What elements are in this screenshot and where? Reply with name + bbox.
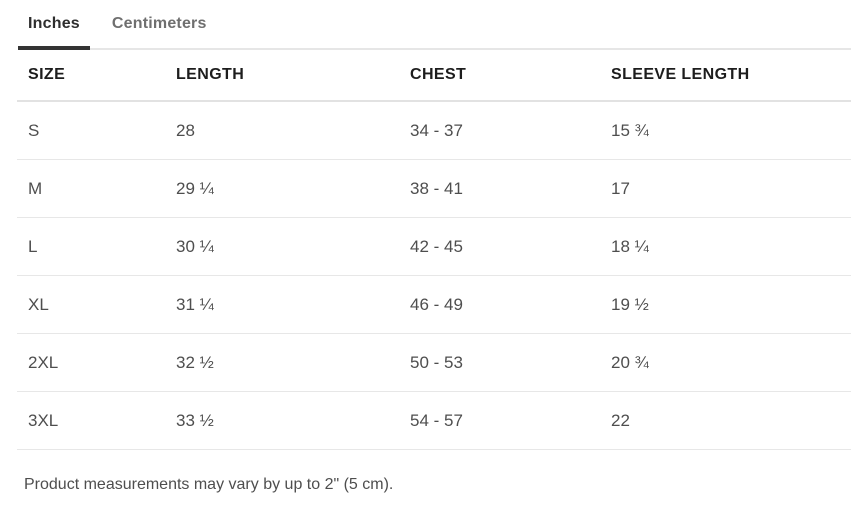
table-header-row: SIZE LENGTH CHEST SLEEVE LENGTH (17, 50, 851, 102)
size-value: M (28, 178, 43, 198)
header-length: LENGTH (176, 66, 245, 83)
unit-tabs: Inches Centimeters (18, 0, 851, 50)
measurement-note: Product measurements may vary by up to 2… (24, 476, 394, 493)
chest-value: 50 - 53 (410, 352, 463, 372)
chest-value: 54 - 57 (410, 410, 463, 430)
tab-inches-label: Inches (28, 15, 80, 32)
sleeve-value: 17 (611, 178, 630, 198)
tab-centimeters-label: Centimeters (111, 15, 207, 32)
length-value: 29 ¼ (176, 178, 214, 198)
table-row: 3XL 33 ½ 54 - 57 22 (17, 392, 851, 450)
length-value: 33 ½ (176, 410, 214, 430)
table-row: M 29 ¼ 38 - 41 17 (17, 160, 851, 218)
length-value: 32 ½ (176, 352, 214, 372)
sleeve-value: 15 ¾ (611, 120, 649, 140)
header-chest: CHEST (410, 66, 467, 83)
length-value: 28 (176, 120, 195, 140)
header-size: SIZE (28, 66, 66, 83)
size-table: SIZE LENGTH CHEST SLEEVE LENGTH S 28 34 … (17, 50, 851, 450)
chest-value: 42 - 45 (410, 236, 463, 256)
tab-inches[interactable]: Inches (18, 0, 90, 50)
chest-value: 38 - 41 (410, 178, 463, 198)
length-value: 30 ¼ (176, 236, 214, 256)
tab-centimeters[interactable]: Centimeters (102, 0, 217, 50)
chest-value: 34 - 37 (410, 120, 463, 140)
size-value: L (28, 236, 38, 256)
sleeve-value: 19 ½ (611, 294, 649, 314)
sleeve-value: 18 ¼ (611, 236, 649, 256)
length-value: 31 ¼ (176, 294, 214, 314)
size-value: S (28, 120, 40, 140)
table-row: XL 31 ¼ 46 - 49 19 ½ (17, 276, 851, 334)
size-value: 3XL (28, 410, 59, 430)
chest-value: 46 - 49 (410, 294, 463, 314)
sleeve-value: 20 ¾ (611, 352, 649, 372)
table-row: S 28 34 - 37 15 ¾ (17, 102, 851, 160)
table-row: L 30 ¼ 42 - 45 18 ¼ (17, 218, 851, 276)
header-sleeve-length: SLEEVE LENGTH (611, 66, 750, 83)
size-value: 2XL (28, 352, 59, 372)
sleeve-value: 22 (611, 410, 630, 430)
table-row: 2XL 32 ½ 50 - 53 20 ¾ (17, 334, 851, 392)
size-value: XL (28, 294, 49, 314)
